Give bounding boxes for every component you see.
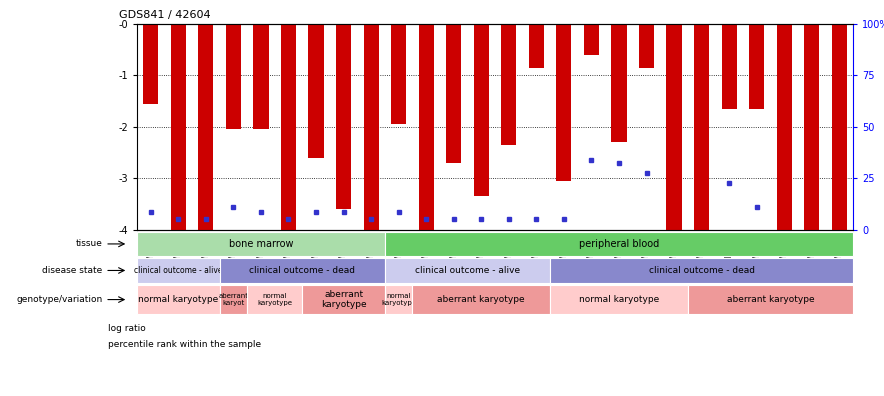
Bar: [721, 24, 736, 109]
Text: genotype/variation: genotype/variation: [16, 295, 103, 304]
Bar: [143, 24, 158, 104]
Text: normal
karyotype: normal karyotype: [381, 293, 416, 306]
Bar: [583, 24, 599, 55]
Text: normal karyotype: normal karyotype: [138, 295, 218, 304]
Bar: [198, 24, 213, 230]
Text: aberrant
karyot: aberrant karyot: [218, 293, 248, 306]
Bar: [667, 24, 682, 230]
Bar: [363, 24, 378, 230]
Text: normal karyotype: normal karyotype: [579, 295, 659, 304]
Bar: [281, 24, 296, 230]
Text: bone marrow: bone marrow: [229, 239, 293, 249]
Text: clinical outcome - alive: clinical outcome - alive: [134, 266, 223, 275]
Text: disease state: disease state: [42, 266, 103, 275]
Bar: [749, 24, 765, 109]
Text: percentile rank within the sample: percentile rank within the sample: [108, 340, 261, 349]
Text: clinical outcome - dead: clinical outcome - dead: [249, 266, 355, 275]
Bar: [474, 24, 489, 196]
Bar: [254, 24, 269, 129]
Bar: [391, 24, 407, 124]
Text: log ratio: log ratio: [108, 324, 146, 333]
Bar: [832, 24, 847, 230]
Text: aberrant karyotype: aberrant karyotype: [438, 295, 525, 304]
Text: clinical outcome - dead: clinical outcome - dead: [649, 266, 755, 275]
Text: clinical outcome - alive: clinical outcome - alive: [415, 266, 520, 275]
Bar: [612, 24, 627, 142]
Bar: [225, 24, 241, 129]
Bar: [639, 24, 654, 67]
Bar: [804, 24, 819, 230]
Text: tissue: tissue: [76, 240, 103, 248]
Bar: [336, 24, 351, 209]
Bar: [446, 24, 461, 163]
Bar: [556, 24, 571, 181]
Bar: [694, 24, 709, 230]
Bar: [501, 24, 516, 145]
Text: peripheral blood: peripheral blood: [579, 239, 659, 249]
Bar: [171, 24, 186, 230]
Bar: [777, 24, 792, 230]
Text: aberrant
karyotype: aberrant karyotype: [321, 290, 366, 309]
Text: normal
karyotype: normal karyotype: [257, 293, 293, 306]
Text: GDS841 / 42604: GDS841 / 42604: [119, 10, 211, 20]
Bar: [529, 24, 544, 67]
Bar: [309, 24, 324, 158]
Text: aberrant karyotype: aberrant karyotype: [727, 295, 814, 304]
Bar: [419, 24, 434, 230]
